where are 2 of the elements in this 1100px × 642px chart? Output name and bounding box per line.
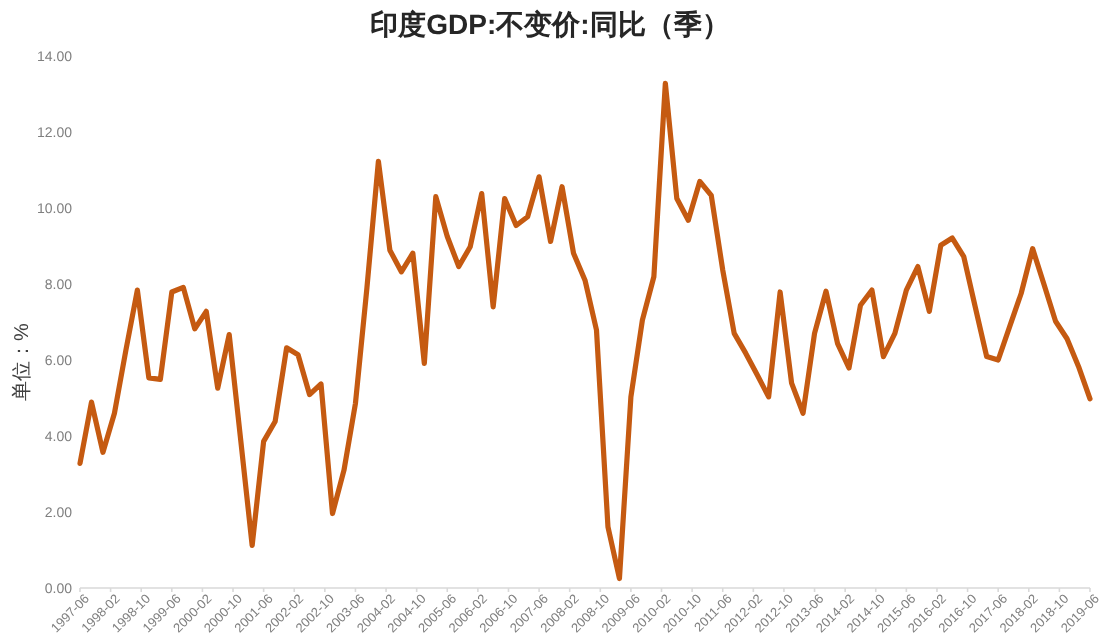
chart-title: 印度GDP:不变价:同比（季） (370, 8, 730, 40)
y-axis-title: 单位：% (10, 322, 34, 401)
